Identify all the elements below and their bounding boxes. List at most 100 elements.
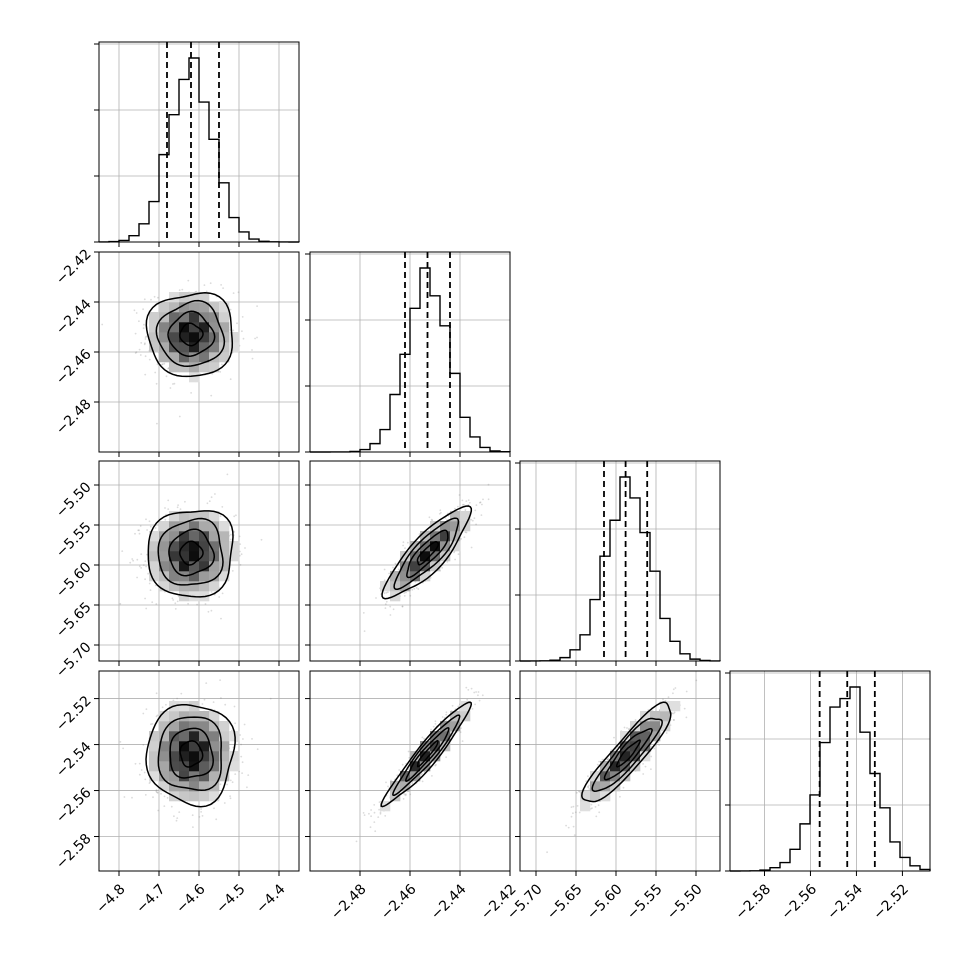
sample-point	[421, 780, 424, 783]
sample-point	[210, 394, 213, 397]
sample-point	[459, 731, 462, 734]
sample-point	[196, 603, 199, 606]
sample-point	[177, 504, 180, 506]
sample-point	[181, 288, 184, 291]
density-block	[670, 701, 681, 712]
sample-point	[594, 806, 597, 808]
sample-point	[379, 811, 382, 814]
y-tick-label-2-0: −5.70	[53, 639, 95, 681]
density-block	[219, 352, 230, 363]
sample-point	[373, 811, 376, 814]
sample-point	[398, 769, 401, 771]
sample-point	[231, 781, 234, 784]
sample-point	[478, 699, 481, 702]
sample-point	[622, 786, 625, 789]
density-block	[169, 531, 180, 542]
panels: −4.8 −4.7 −4.6 −4.5 −4.4 −2.48 −2.46 −2.44 −2.42…	[53, 41, 931, 923]
panel-frame	[519, 460, 721, 662]
y-tick-label-2-3: −5.55	[53, 519, 95, 561]
density-block	[159, 761, 170, 772]
contour-level-1	[169, 727, 214, 779]
density-block	[179, 771, 190, 782]
sample-point	[387, 591, 389, 593]
y-tick-label-3-1: −2.56	[53, 785, 95, 827]
sample-point	[226, 473, 229, 476]
density-block	[440, 721, 451, 732]
contour-level-1	[405, 726, 450, 783]
sample-point	[441, 716, 444, 718]
sample-point	[138, 348, 141, 351]
sample-point	[440, 511, 442, 514]
density-block	[189, 721, 200, 732]
sample-point	[482, 498, 484, 501]
x-tick-label-3-3: −2.52	[870, 881, 912, 923]
sample-point	[138, 529, 141, 532]
sample-point	[200, 808, 203, 810]
sample-point	[229, 779, 232, 782]
sample-point	[178, 289, 181, 291]
sample-point	[165, 703, 167, 706]
sample-point	[229, 797, 232, 800]
density-block	[640, 721, 651, 732]
sample-point	[374, 830, 377, 833]
density-block	[199, 511, 210, 522]
sample-point	[479, 501, 481, 504]
sample-point	[464, 531, 467, 534]
density-block	[410, 551, 421, 562]
sample-point	[149, 525, 152, 528]
y-tick-label-3-0: −2.58	[53, 831, 95, 873]
sample-point	[369, 826, 372, 829]
sample-point	[434, 720, 437, 723]
density-blocks	[380, 511, 471, 602]
sample-point	[487, 498, 490, 501]
density-block	[640, 731, 651, 742]
sample-point	[432, 725, 435, 728]
x-tick-label-0-3: −4.5	[213, 881, 248, 916]
sample-point	[623, 726, 626, 729]
sample-point	[144, 373, 147, 376]
sample-point	[390, 779, 392, 782]
sample-point	[155, 603, 158, 605]
sample-point	[420, 773, 423, 776]
sample-point	[178, 415, 181, 418]
sample-point	[470, 546, 473, 549]
sample-point	[237, 291, 240, 294]
sample-point	[142, 564, 145, 566]
contour-level-3	[145, 292, 234, 378]
sample-point	[418, 533, 421, 535]
contour-level-0	[179, 322, 204, 347]
sample-point	[123, 796, 126, 798]
sample-point	[650, 768, 652, 771]
sample-point	[379, 812, 382, 815]
y-tick-label-1-3: −2.42	[53, 246, 95, 288]
density-block	[209, 761, 220, 772]
sample-point	[198, 816, 201, 818]
sample-point	[174, 602, 177, 605]
density-block	[219, 521, 230, 532]
contour-level-1	[167, 310, 216, 357]
sample-point	[408, 767, 410, 770]
density-block	[199, 771, 210, 782]
density-block	[219, 302, 230, 313]
density-block	[410, 761, 421, 772]
density-block	[199, 791, 210, 802]
density-block	[179, 352, 190, 363]
sample-point	[140, 567, 143, 569]
density-block	[390, 581, 401, 592]
sample-point	[176, 506, 179, 509]
sample-point	[220, 697, 222, 699]
density-block	[630, 761, 641, 772]
sample-point	[589, 808, 592, 810]
sample-point	[587, 785, 589, 788]
scatter-panel-2-0	[94, 460, 300, 666]
sample-point	[481, 503, 483, 506]
sample-point	[148, 782, 151, 784]
sample-point	[119, 602, 122, 605]
density-block	[149, 751, 160, 762]
density-block	[179, 302, 190, 313]
sample-point	[457, 505, 459, 508]
sample-point	[373, 804, 376, 806]
density-block	[600, 781, 611, 792]
density-block	[610, 751, 621, 762]
sample-point	[468, 501, 471, 504]
